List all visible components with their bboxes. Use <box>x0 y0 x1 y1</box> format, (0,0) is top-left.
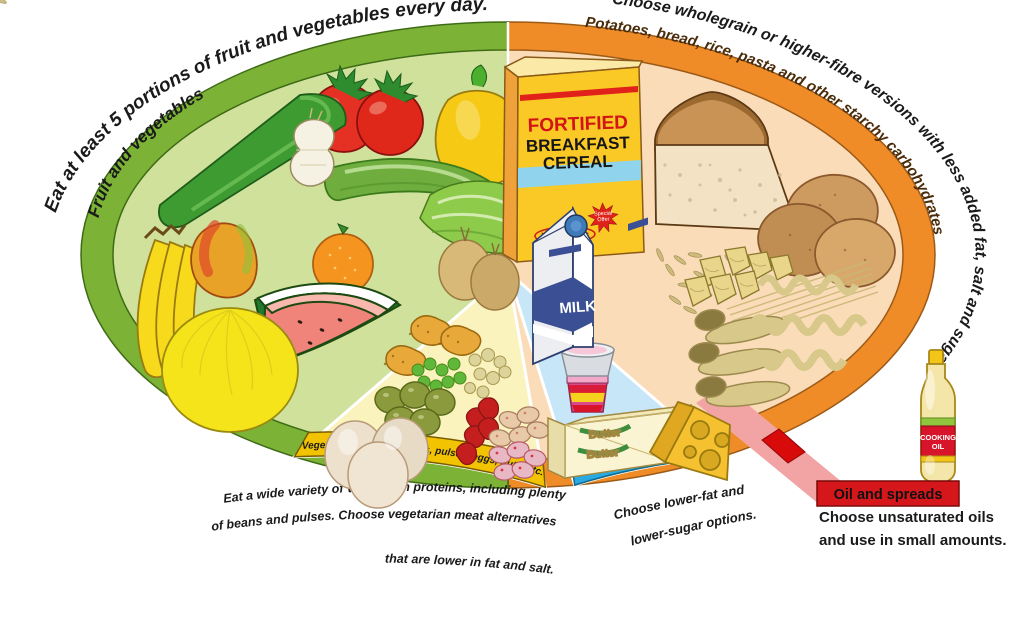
svg-text:OIL: OIL <box>932 442 945 451</box>
svg-text:MILK: MILK <box>559 298 597 318</box>
svg-text:CEREAL: CEREAL <box>543 152 614 173</box>
svg-text:and use in small amounts.: and use in small amounts. <box>819 532 1007 549</box>
svg-text:Oil and spreads: Oil and spreads <box>834 487 943 503</box>
svg-text:COOKING: COOKING <box>920 433 956 442</box>
svg-text:Choose unsaturated oils: Choose unsaturated oils <box>819 509 994 526</box>
svg-text:of beans and pulses. Choose ve: of beans and pulses. Choose vegetarian m… <box>210 507 557 534</box>
svg-text:Offer: Offer <box>597 217 610 224</box>
svg-text:that are lower in fat and salt: that are lower in fat and salt. <box>385 552 555 577</box>
